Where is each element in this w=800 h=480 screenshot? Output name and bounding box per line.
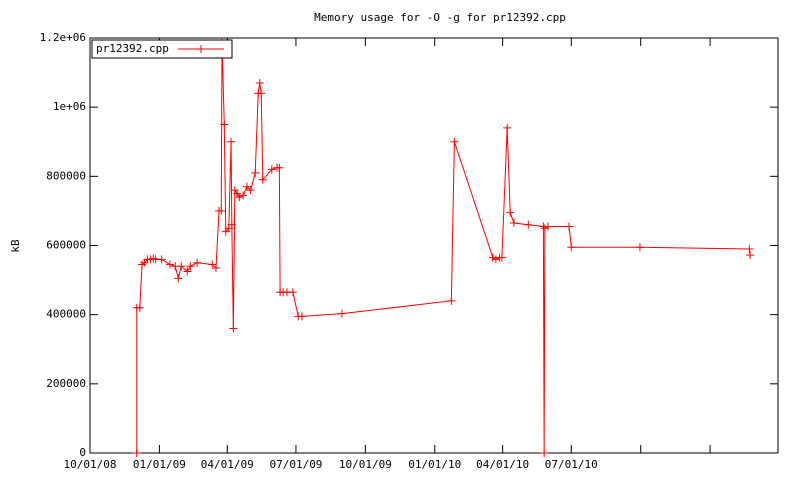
point-marker: [524, 220, 533, 229]
y-tick-label: 0: [79, 446, 86, 459]
series-line: [136, 41, 751, 454]
point-marker: [227, 220, 236, 229]
x-tick-label: 07/01/10: [545, 458, 598, 471]
legend-marker: [197, 45, 205, 53]
point-marker: [540, 449, 549, 457]
point-marker: [635, 243, 644, 252]
y-tick-label: 1e+06: [53, 100, 86, 113]
x-tick-label: 04/01/10: [476, 458, 529, 471]
point-marker: [447, 296, 456, 305]
y-tick-label: 600000: [46, 239, 86, 252]
legend-box: [91, 39, 233, 59]
point-marker: [186, 262, 195, 271]
point-marker: [509, 219, 518, 228]
chart-title: Memory usage for -O -g for pr12392.cpp: [314, 11, 566, 24]
point-marker: [208, 260, 217, 269]
point-marker: [543, 222, 552, 231]
point-marker: [246, 186, 255, 195]
point-marker: [267, 165, 276, 174]
point-marker: [506, 208, 515, 217]
point-marker: [258, 175, 267, 184]
y-axis-label: kB: [9, 239, 22, 253]
y-tick-label: 200000: [46, 377, 86, 390]
point-marker: [193, 258, 202, 267]
point-marker: [177, 262, 186, 271]
point-marker: [297, 312, 306, 321]
point-marker: [746, 251, 755, 260]
point-marker: [450, 137, 459, 146]
point-marker: [220, 120, 229, 129]
x-tick-label: 10/01/09: [339, 458, 392, 471]
point-marker: [227, 137, 236, 146]
point-marker: [135, 303, 144, 312]
point-marker: [497, 253, 506, 262]
y-tick-label: 1.2e+06: [40, 31, 86, 44]
point-marker: [503, 123, 512, 132]
point-marker: [235, 193, 244, 202]
point-marker: [567, 243, 576, 252]
point-marker: [229, 324, 238, 333]
point-marker: [242, 182, 251, 191]
y-tick-label: 800000: [46, 169, 86, 182]
point-marker: [565, 222, 574, 231]
x-tick-label: 07/01/09: [269, 458, 322, 471]
point-marker: [217, 206, 226, 215]
plot-border: [89, 37, 779, 454]
legend-label: pr12392.cpp: [96, 42, 169, 55]
x-tick-label: 10/01/08: [64, 458, 117, 471]
point-marker: [157, 255, 166, 264]
point-marker: [183, 267, 192, 276]
point-marker: [165, 260, 174, 269]
point-marker: [174, 274, 183, 283]
point-marker: [491, 255, 500, 264]
point-marker: [211, 263, 220, 272]
point-marker: [239, 191, 248, 200]
point-marker: [132, 449, 141, 457]
point-marker: [745, 244, 754, 253]
y-tick-label: 400000: [46, 308, 86, 321]
point-marker: [230, 186, 239, 195]
point-marker: [255, 78, 264, 87]
x-tick-label: 04/01/09: [201, 458, 254, 471]
point-marker: [337, 309, 346, 318]
x-tick-label: 01/01/09: [133, 458, 186, 471]
point-marker: [251, 168, 260, 177]
point-marker: [257, 89, 266, 98]
point-marker: [275, 163, 284, 172]
x-tick-label: 01/01/10: [408, 458, 461, 471]
point-marker: [288, 288, 297, 297]
